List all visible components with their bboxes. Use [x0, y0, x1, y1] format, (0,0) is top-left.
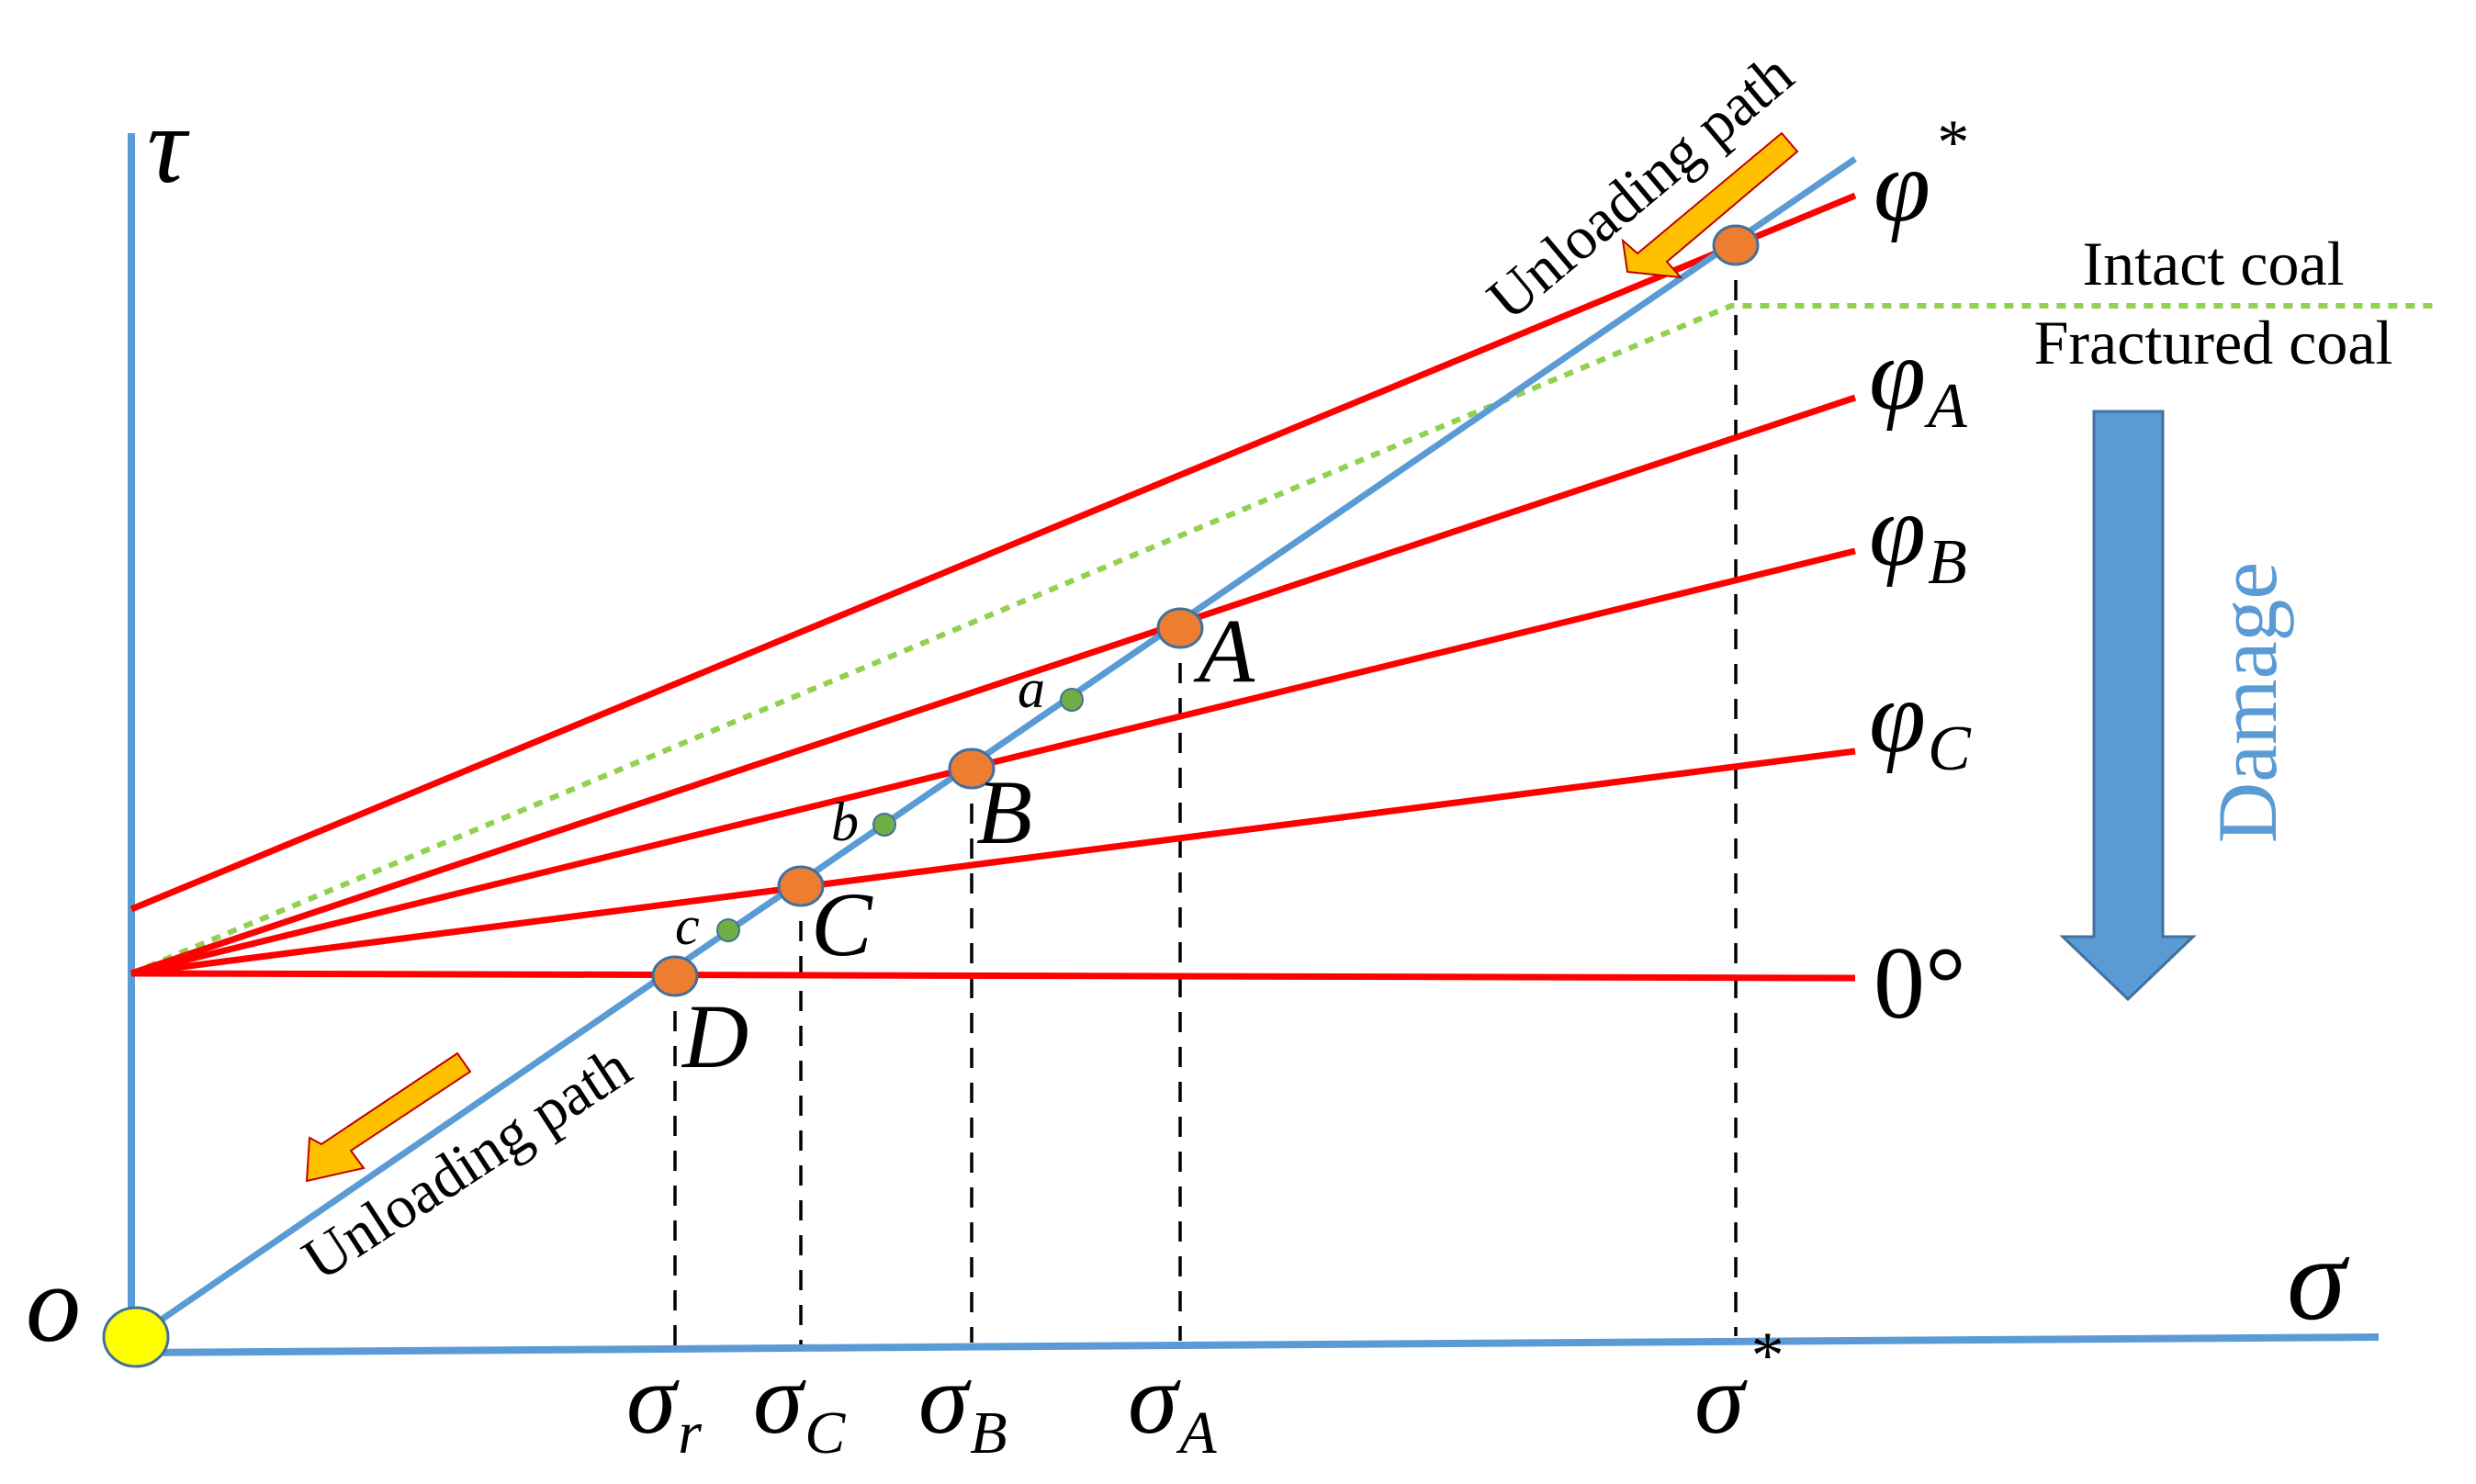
tick-label-sigma-r: σr	[626, 1343, 702, 1467]
sigma-axis	[130, 1333, 2380, 1356]
envelope-label-zero: 0°	[1874, 927, 1966, 1040]
unloading-path-line	[134, 156, 1857, 1340]
tick-label-sigma-c: σC	[753, 1343, 846, 1467]
point-label-d: D	[681, 985, 748, 1087]
sigma-axis-label: σ	[2287, 1213, 2350, 1345]
fractured-coal-label: Fractured coal	[2034, 308, 2393, 377]
tau-axis-label: τ	[147, 84, 190, 206]
origin-point	[102, 1306, 170, 1368]
envelope-phi-c	[130, 748, 1856, 977]
envelope-label-phi-star: φ*	[1874, 107, 1966, 243]
envelope-phi-a	[129, 394, 1857, 977]
envelope-label-phi-a: φA	[1869, 318, 1967, 442]
projection-lines	[673, 245, 1738, 1346]
damage-arrow	[2059, 410, 2197, 1002]
origin-label: o	[26, 1242, 81, 1365]
envelope-label-phi-b: φB	[1869, 474, 1967, 598]
intact-fractured-boundary	[129, 303, 2434, 976]
minor-point-a	[1060, 688, 1084, 712]
minor-label-b: b	[831, 792, 859, 852]
intact-coal-label: Intact coal	[2082, 229, 2344, 298]
point-a	[1156, 607, 1204, 649]
minor-label-a: a	[1018, 658, 1045, 719]
point-phi-star	[1712, 224, 1760, 266]
tick-label-sigma-a: σA	[1128, 1343, 1217, 1467]
envelope-label-phi-c: φC	[1869, 660, 1972, 784]
envelope-zero	[130, 970, 1856, 982]
unloading-arrow-lower	[305, 1051, 472, 1183]
tick-label-sigma-star: σ*	[1694, 1319, 1781, 1455]
point-b	[948, 748, 996, 790]
damage-label: Damage	[2200, 562, 2294, 844]
point-label-a: A	[1193, 600, 1255, 702]
point-c	[777, 865, 825, 907]
minor-label-c: c	[675, 895, 700, 956]
unloading-arrow-upper	[1621, 131, 1799, 279]
point-label-b: B	[976, 761, 1032, 863]
point-label-c: C	[811, 873, 873, 975]
envelope-phi-star	[129, 192, 1857, 913]
tick-label-sigma-b: σB	[918, 1343, 1007, 1467]
minor-point-b	[872, 813, 896, 837]
minor-point-c	[716, 918, 740, 942]
point-d	[651, 955, 699, 997]
